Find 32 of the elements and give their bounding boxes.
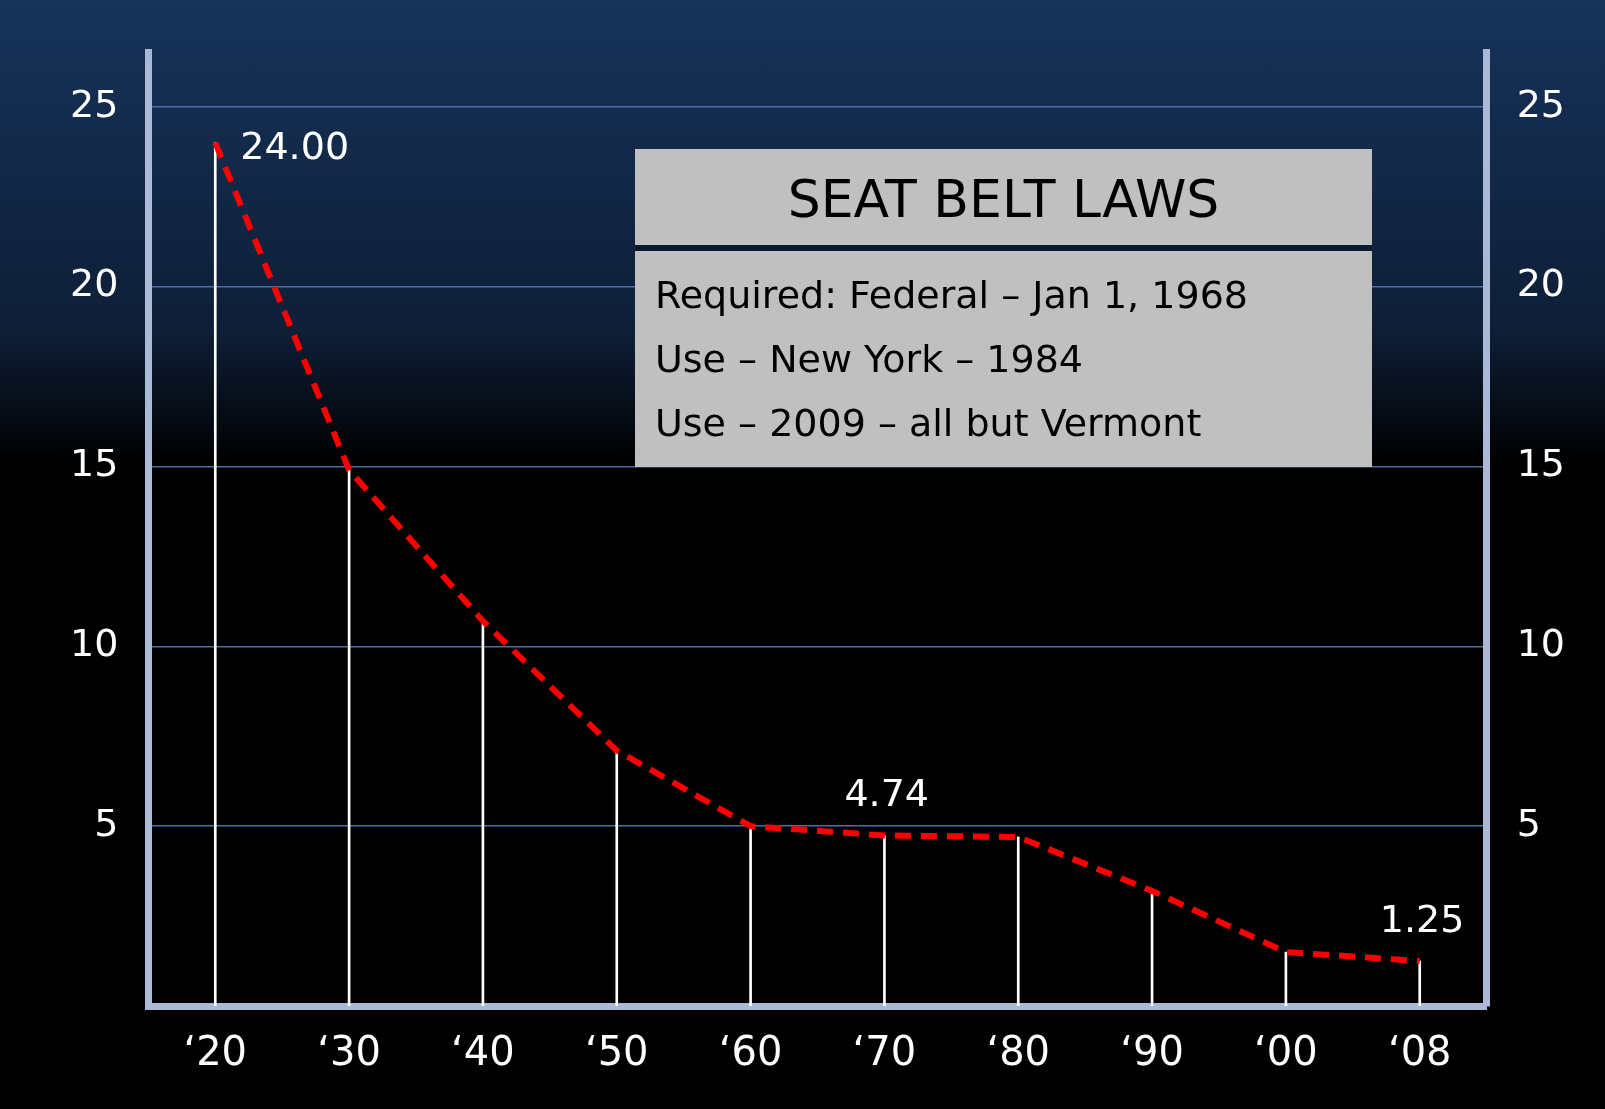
annotation: Required: Federal – Jan 1, 1968: [655, 272, 1249, 319]
y-tick-label: 5: [94, 801, 119, 846]
bar: [213, 142, 217, 1006]
x-tick-label: ‘60: [718, 1028, 783, 1075]
x-tick-label: ‘90: [1120, 1028, 1184, 1075]
x-tick-label: ‘08: [1387, 1028, 1452, 1075]
x-tick-label: ‘30: [317, 1028, 381, 1075]
data-label: 4.74: [844, 771, 930, 816]
y2-tick-label: 10: [1516, 621, 1566, 666]
y-tick-label: 10: [69, 621, 119, 666]
y-tick-label: 25: [69, 81, 119, 126]
x-tick-label: ‘40: [451, 1028, 515, 1075]
x-tick-label: ‘70: [852, 1028, 917, 1075]
text: SEAT BELT LAWS: [635, 149, 1372, 251]
x-tick-label: ‘50: [584, 1028, 649, 1075]
x-tick-label: ‘00: [1254, 1028, 1318, 1075]
y2-tick-label: 15: [1516, 441, 1566, 486]
y2-tick-label: 25: [1516, 81, 1566, 126]
bar: [615, 750, 619, 1006]
bar: [1016, 836, 1020, 1006]
data-label: 24.00: [240, 123, 350, 168]
y2-tick-label: 5: [1516, 801, 1541, 846]
y-tick-label: 15: [69, 441, 119, 486]
annotation: Use – 2009 – all but Vermont: [655, 400, 1203, 447]
bar: [1418, 960, 1422, 1006]
x-tick-label: ‘80: [986, 1028, 1051, 1075]
data-label: 1.25: [1379, 896, 1465, 941]
annotation: Use – New York – 1984: [655, 336, 1085, 383]
x-tick-label: ‘20: [183, 1028, 248, 1075]
y2-tick-label: 20: [1516, 261, 1566, 306]
bar: [883, 835, 886, 1006]
y-tick-label: 20: [69, 261, 119, 306]
